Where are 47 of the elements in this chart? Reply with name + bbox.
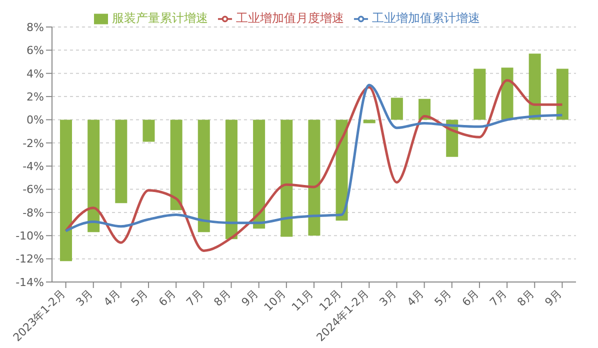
y-tick-label: -2% (22, 136, 44, 150)
y-tick-label: -12% (16, 252, 44, 266)
y-tick-label: -8% (22, 206, 44, 220)
legend-label: 服装产量累计增速 (112, 11, 208, 25)
x-tick-label: 11月 (289, 286, 316, 314)
y-tick-label: -6% (22, 183, 44, 196)
bar (60, 120, 72, 262)
bar (390, 98, 403, 120)
x-tick-label: 10月 (262, 286, 289, 314)
y-tick-label: 8% (26, 20, 44, 34)
x-tick-label: 4月 (404, 286, 426, 309)
x-tick-label: 6月 (156, 286, 178, 309)
y-tick-label: 6% (26, 44, 44, 58)
x-tick-label: 9月 (542, 286, 564, 309)
x-tick-label: 8月 (211, 286, 234, 309)
x-tick-label: 7月 (487, 286, 510, 309)
bar (170, 120, 182, 210)
bar (501, 68, 514, 120)
y-tick-label: -14% (16, 276, 44, 289)
bar (474, 68, 486, 120)
x-tick-label: 6月 (460, 286, 482, 309)
bar (280, 120, 293, 237)
x-tick-label: 3月 (376, 286, 399, 309)
legend-label: 工业增加值月度增速 (236, 11, 344, 25)
bar (308, 120, 320, 236)
bar (556, 68, 568, 120)
bar (253, 120, 266, 229)
bar (115, 120, 128, 204)
bar (88, 120, 100, 232)
legend-label: 工业增加值累计增速 (372, 11, 480, 25)
bar (198, 120, 210, 232)
x-tick-label: 7月 (184, 286, 206, 309)
x-tick-label: 5月 (128, 286, 151, 309)
y-tick-label: 2% (26, 90, 44, 104)
bar (363, 120, 376, 124)
x-tick-label: 8月 (514, 286, 537, 309)
y-tick-label: 4% (26, 67, 44, 80)
x-tick-label: 5月 (432, 286, 454, 309)
bar (142, 120, 155, 142)
x-tick-label: 3月 (74, 286, 96, 309)
x-tick-label: 4月 (101, 286, 124, 309)
y-tick-label: 0% (26, 114, 44, 127)
y-tick-label: -4% (22, 160, 44, 173)
bar (528, 54, 541, 120)
bar (225, 120, 238, 240)
y-tick-label: -10% (16, 230, 44, 243)
x-tick-label: 9月 (239, 286, 261, 309)
